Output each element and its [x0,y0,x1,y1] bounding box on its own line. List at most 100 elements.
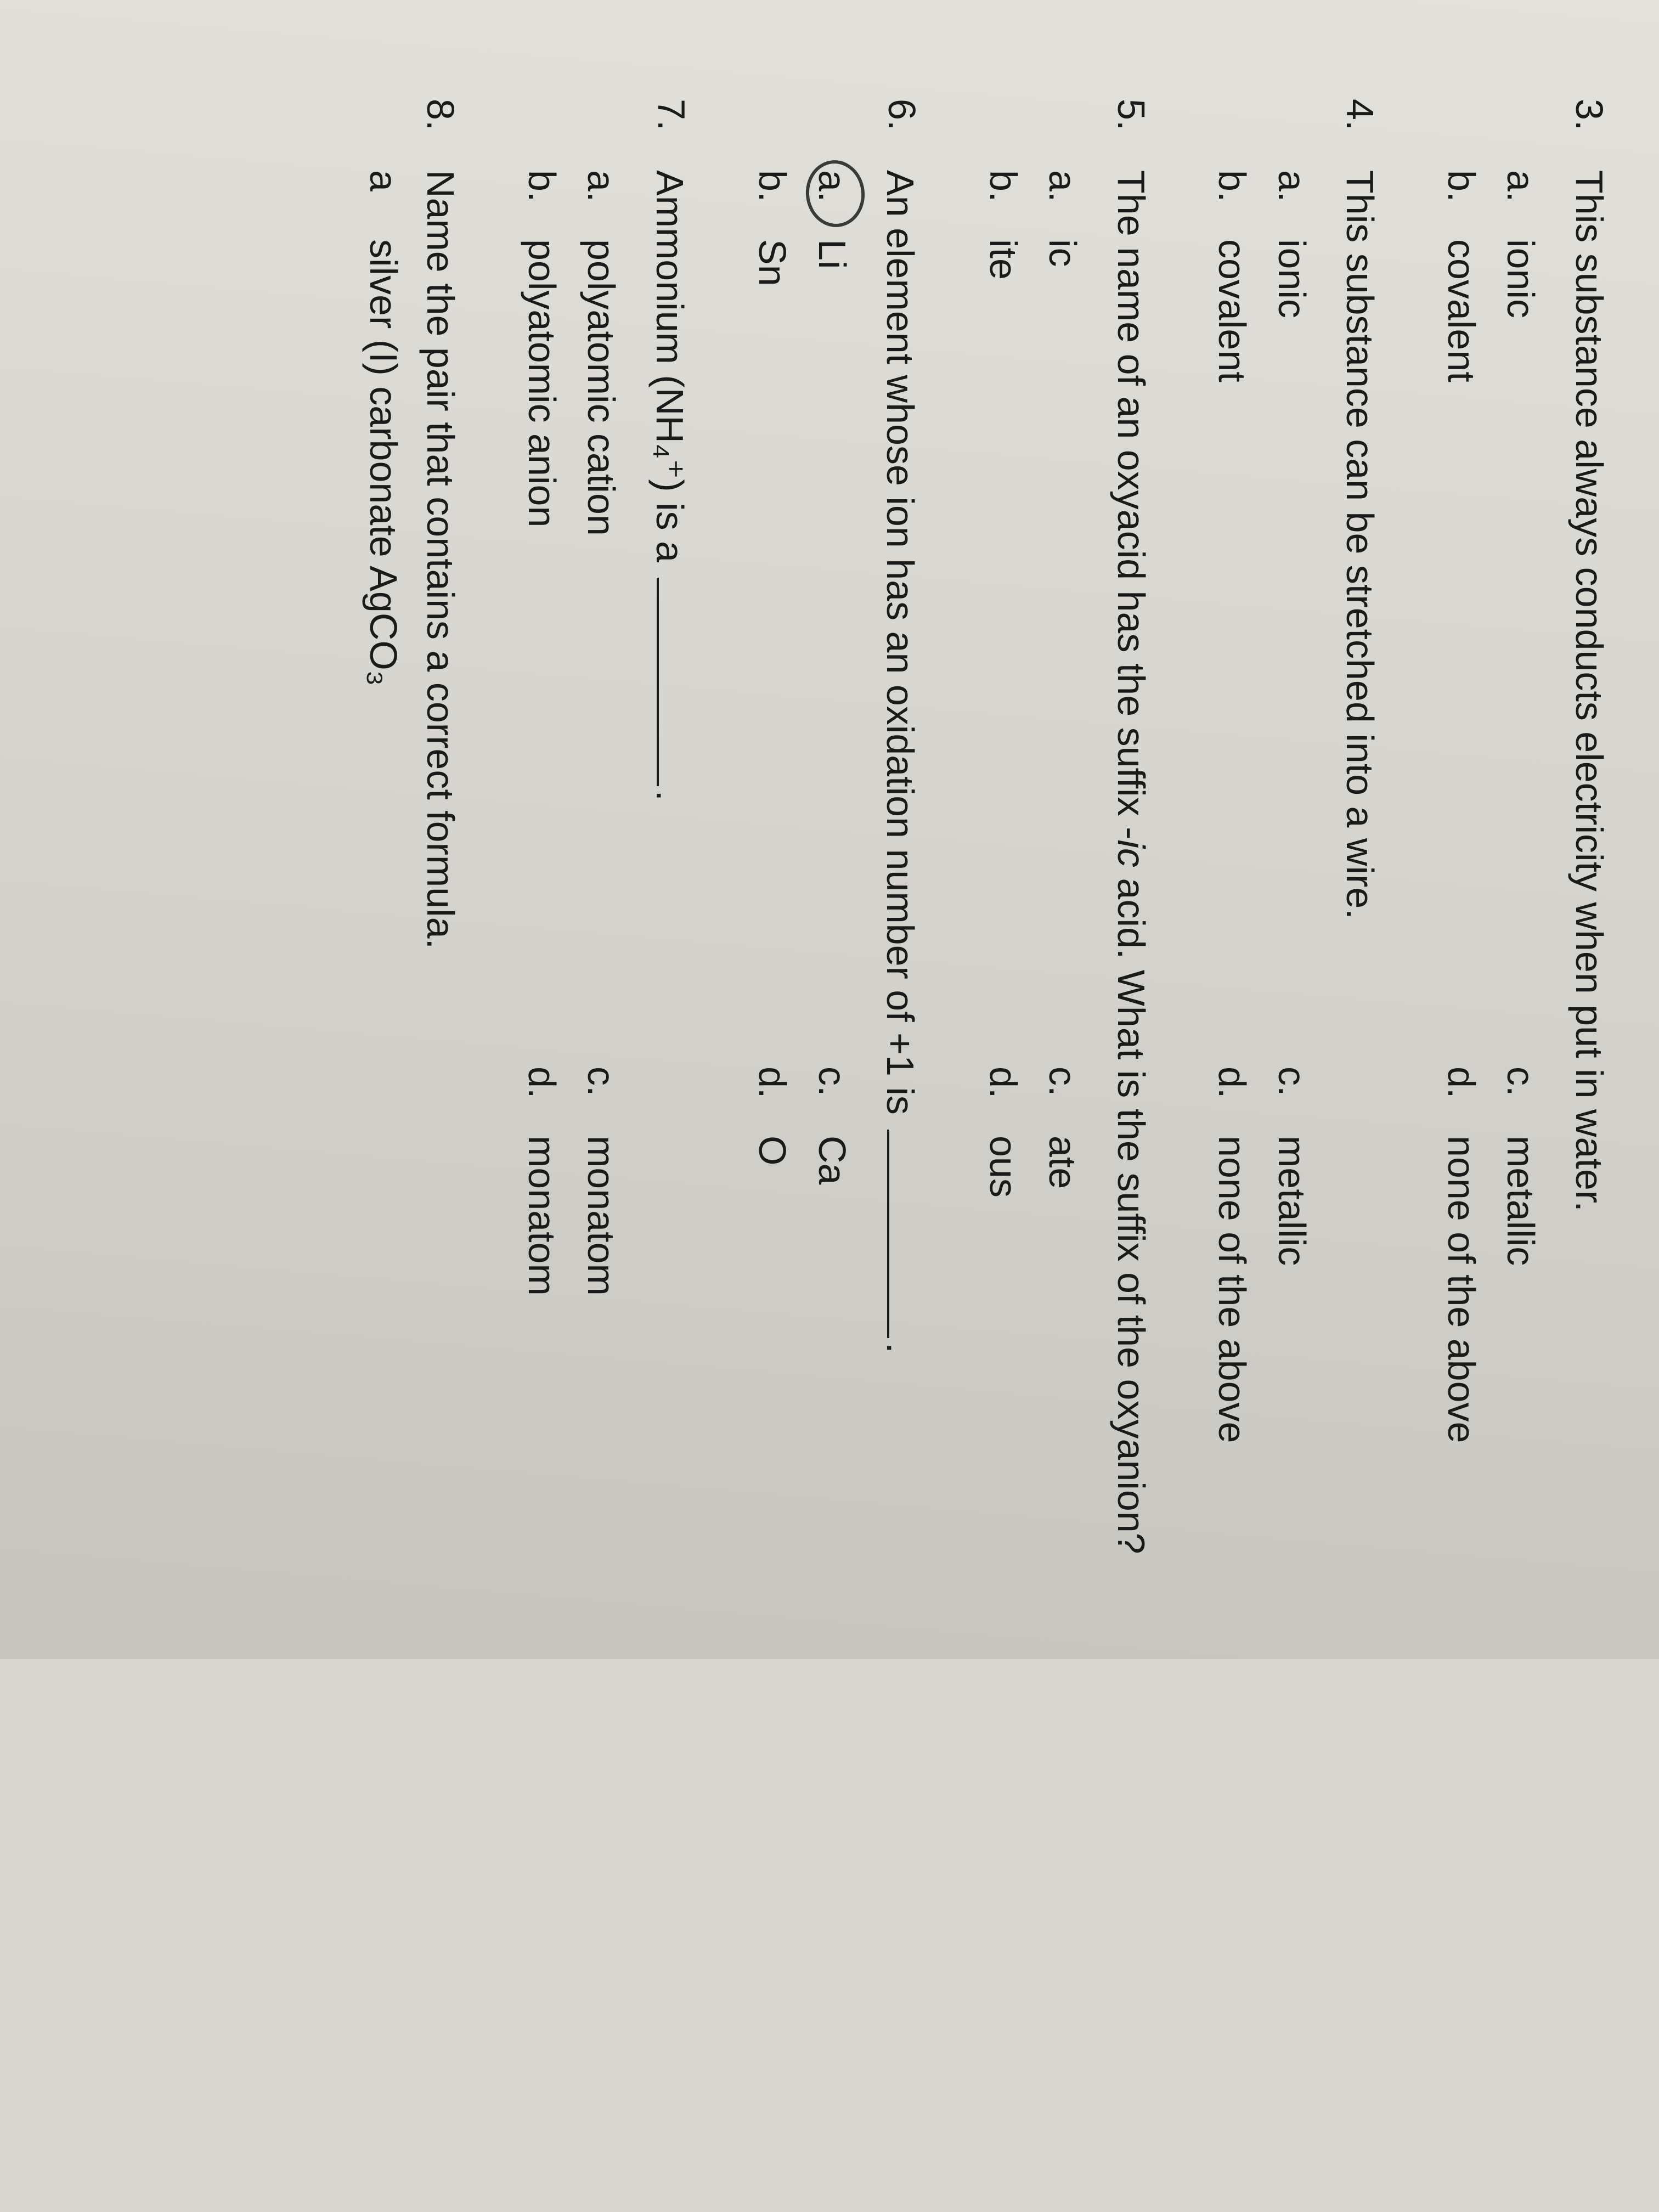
option-a: a. ionic [1266,170,1318,1023]
options: a. ionic b. covalent c. metallic d. [1206,170,1318,1593]
question-6: 6. An element whose ion has an oxidation… [747,99,928,1593]
question-body: Name the pair that contains a correct fo… [358,170,467,1593]
options-left: a. ionic b. covalent [1206,170,1318,1023]
option-a: a. Li [806,170,859,1023]
options-left: a silver (I) carbonate AgCO₃ [358,170,410,1023]
option-c: c. metallic [1266,1066,1318,1593]
options-left: a. Li b. Sn [747,170,858,1023]
question-number: 3. [1436,99,1616,170]
options: a. Li b. Sn c. Ca d. O [747,170,858,1593]
options-left: a. ionic b. covalent [1436,170,1547,1023]
option-letter: d. [1206,1066,1259,1116]
fill-blank [657,578,697,786]
question-number: 7. [516,99,698,170]
option-text: monatom [575,1136,628,1593]
option-c: c. monatom [575,1066,628,1593]
option-letter: d. [978,1066,1030,1116]
option-letter: d. [747,1066,799,1116]
option-b: b. ite [978,170,1030,1023]
option-text: covalent [1206,239,1259,1023]
option-text: Sn [747,239,799,1023]
question-number: 4. [1206,99,1386,170]
option-text: ous [978,1136,1030,1593]
option-a: a. ionic [1495,170,1547,1023]
question-stem: This substance always conducts electrici… [1564,170,1616,1593]
option-b: b. covalent [1206,170,1259,1023]
option-letter: d. [516,1066,568,1116]
options: a silver (I) carbonate AgCO₃ [358,170,410,1593]
option-letter: c. [575,1066,628,1116]
options-right: c. metallic d. none of the above [1206,1066,1318,1593]
stem-part: acid. What is the suffix of the oxyanion… [1110,867,1153,1554]
option-a: a. ic [1037,170,1089,1023]
option-letter: c. [1037,1066,1089,1116]
question-stem: An element whose ion has an oxidation nu… [874,170,928,1593]
question-7: 7. Ammonium (NH₄⁺) is a . a. polyatomic … [516,99,698,1593]
option-letter: a. [1495,170,1547,219]
option-letter: a. [575,170,628,219]
question-number: 6. [747,99,928,170]
option-text: Ca [806,1136,859,1593]
option-letter: d. [1436,1066,1488,1116]
option-d: d. monatom [516,1066,568,1593]
question-number: 5. [978,99,1158,170]
options-right: c. ate d. ous [978,1066,1089,1593]
option-d: d. none of the above [1436,1066,1488,1593]
option-letter: b. [1436,170,1488,219]
fill-blank [888,1130,928,1338]
worksheet-page: 3. This substance always conducts electr… [0,0,1659,1659]
option-c: c. Ca [806,1066,859,1593]
option-a: a. polyatomic cation [575,170,628,1023]
options-right: c. metallic d. none of the above [1436,1066,1547,1593]
options-left: a. ic b. ite [978,170,1089,1023]
question-stem: Name the pair that contains a correct fo… [415,170,467,1593]
option-text: none of the above [1206,1136,1259,1593]
option-text: ionic [1266,239,1318,1023]
option-letter: b. [747,170,799,219]
stem-text: An element whose ion has an oxidation nu… [879,170,922,1125]
option-text: ite [978,239,1030,1023]
option-letter: c. [806,1066,859,1116]
option-b: b. covalent [1436,170,1488,1023]
question-stem: The name of an oxyacid has the suffix -i… [1105,170,1158,1593]
option-letter: a. [1037,170,1089,219]
option-letter: a. [1266,170,1318,219]
question-8: 8. Name the pair that contains a correct… [358,99,467,1593]
option-text: ionic [1495,239,1547,1023]
option-text: ate [1037,1136,1089,1593]
option-letter: c. [1495,1066,1547,1116]
options: a. polyatomic cation b. polyatomic anion… [516,170,628,1593]
option-text: O [747,1136,799,1593]
option-letter: a [358,170,410,219]
options-right: c. Ca d. O [747,1066,858,1593]
option-c: c. metallic [1495,1066,1547,1593]
option-text: monatom [516,1136,568,1593]
question-body: This substance always conducts electrici… [1436,170,1616,1593]
question-body: Ammonium (NH₄⁺) is a . a. polyatomic cat… [516,170,698,1593]
question-stem: This substance can be stretched into a w… [1334,170,1386,1593]
option-text: polyatomic anion [516,239,568,1023]
option-letter: c. [1266,1066,1318,1116]
option-b: b. Sn [747,170,799,1023]
option-d: d. O [747,1066,799,1593]
options: a. ionic b. covalent c. metallic d. [1436,170,1547,1593]
options-right: c. monatom d. monatom [516,1066,628,1593]
question-3: 3. This substance always conducts electr… [1436,99,1616,1593]
option-c: c. ate [1037,1066,1089,1593]
question-4: 4. This substance can be stretched into … [1206,99,1386,1593]
option-b: b. polyatomic anion [516,170,568,1023]
question-body: An element whose ion has an oxidation nu… [747,170,928,1593]
question-body: This substance can be stretched into a w… [1206,170,1386,1593]
options-left: a. polyatomic cation b. polyatomic anion [516,170,628,1023]
option-d: d. ous [978,1066,1030,1593]
question-body: The name of an oxyacid has the suffix -i… [978,170,1158,1593]
options: a. ic b. ite c. ate d. ous [978,170,1089,1593]
question-stem: Ammonium (NH₄⁺) is a . [644,170,698,1593]
stem-italic: ic [1110,840,1153,868]
question-number: 8. [358,99,467,170]
option-text: Li [806,239,859,1023]
option-d: d. none of the above [1206,1066,1259,1593]
option-text: polyatomic cation [575,239,628,1023]
option-text: none of the above [1436,1136,1488,1593]
question-5: 5. The name of an oxyacid has the suffix… [978,99,1158,1593]
